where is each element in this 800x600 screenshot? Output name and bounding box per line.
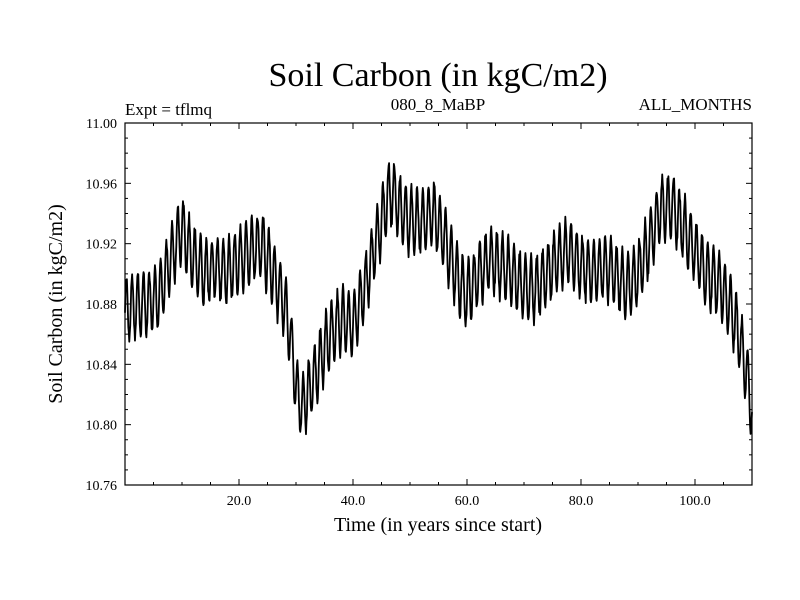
x-axis-ticks: 20.0 40.0 60.0 80.0 100.0: [153, 123, 724, 509]
soil-carbon-series-line: [124, 162, 753, 436]
y-tick-label: 10.76: [86, 479, 118, 494]
right-label: ALL_MONTHS: [639, 95, 752, 114]
y-tick-label: 11.00: [86, 117, 117, 132]
x-axis-label: Time (in years since start): [334, 514, 542, 536]
series-layer: [124, 162, 753, 436]
x-tick-label: 40.0: [341, 494, 366, 509]
x-tick-label: 100.0: [679, 494, 711, 509]
y-axis-label: Soil Carbon (in kgC/m2): [45, 204, 67, 403]
chart-title: Soil Carbon (in kgC/m2): [268, 57, 607, 94]
x-tick-label: 80.0: [569, 494, 594, 509]
y-tick-label: 10.96: [86, 177, 118, 192]
y-axis-ticks: 10.76 10.80 10.84 10.88 10.92 10.96 11.00: [86, 117, 752, 494]
plot-frame: [124, 122, 753, 486]
y-tick-label: 10.84: [86, 358, 118, 373]
y-tick-label: 10.80: [86, 419, 118, 434]
x-tick-label: 60.0: [455, 494, 480, 509]
x-tick-label: 20.0: [227, 494, 252, 509]
y-tick-label: 10.88: [86, 298, 118, 313]
experiment-label: Expt = tflmq: [125, 100, 213, 119]
y-tick-label: 10.92: [86, 238, 118, 253]
center-label: 080_8_MaBP: [391, 95, 485, 114]
